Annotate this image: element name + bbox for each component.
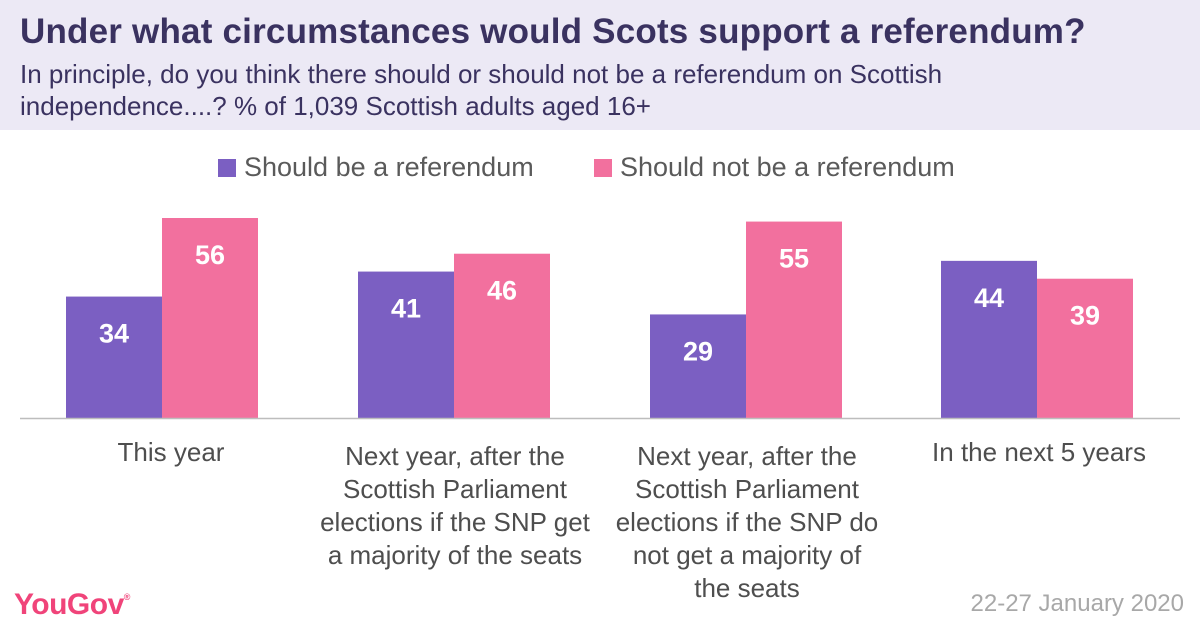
bar-should-next-year-snp-majority (358, 271, 454, 418)
legend-item-should: Should be a referendum (218, 152, 534, 183)
legend-swatch-should-not (594, 158, 612, 177)
category-label-next-5-years: In the next 5 years (932, 437, 1146, 467)
data-label-should-not-next-5-years: 39 (1070, 301, 1100, 331)
data-label-should-not-this-year: 56 (195, 240, 225, 270)
chart-header: Under what circumstances would Scots sup… (0, 0, 1200, 130)
bar-should-not-next-5-years (1037, 278, 1133, 418)
bar-should-not-next-year-snp-majority (454, 253, 550, 418)
data-label-should-this-year: 34 (99, 319, 129, 349)
data-label-should-not-next-year-snp-no-majority: 55 (779, 244, 809, 274)
yougov-logo: YouGov® (14, 588, 130, 622)
data-label-should-next-year-snp-no-majority: 29 (683, 336, 713, 366)
data-label-should-next-year-snp-majority: 41 (391, 294, 421, 324)
chart-title: Under what circumstances would Scots sup… (20, 12, 1086, 51)
category-label-next-year-snp-no-majority: Next year, after the Scottish Parliament… (615, 441, 879, 603)
bar-should-not-this-year (162, 218, 258, 418)
legend-item-should-not: Should not be a referendum (594, 152, 955, 183)
logo-text: YouGov (14, 588, 124, 621)
bar-should-this-year (66, 296, 162, 418)
legend-swatch-should (218, 158, 236, 177)
chart-subtitle: In principle, do you think there should … (20, 59, 943, 121)
legend-label-should-not: Should not be a referendum (620, 152, 955, 182)
bar-should-next-5-years (941, 260, 1037, 418)
legend-label-should: Should be a referendum (244, 152, 534, 182)
category-label-this-year: This year (117, 437, 225, 467)
category-label-next-year-snp-majority: Next year, after the Scottish Parliament… (320, 441, 590, 570)
data-label-should-not-next-year-snp-majority: 46 (487, 276, 517, 306)
chart-legend: Should be a referendum Should not be a r… (0, 152, 1200, 188)
data-label-should-next-5-years: 44 (974, 283, 1004, 313)
logo-registered-mark: ® (123, 592, 131, 602)
bar-should-not-next-year-snp-no-majority (746, 221, 842, 418)
fieldwork-date: 22-27 January 2020 (970, 590, 1185, 617)
bar-should-next-year-snp-no-majority (650, 314, 746, 418)
